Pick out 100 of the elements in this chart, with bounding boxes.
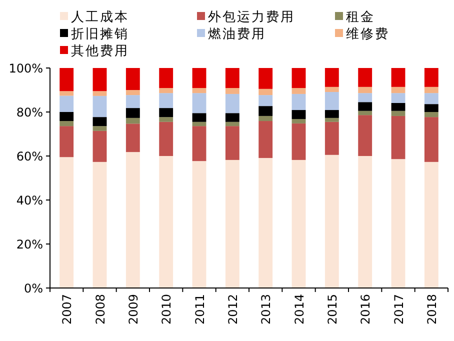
bar <box>292 119 306 124</box>
legend-label: 其他费用 <box>71 44 129 59</box>
x-tick-label: 2008 <box>93 294 108 325</box>
bar <box>192 161 206 288</box>
bar <box>258 68 273 89</box>
bar <box>92 162 107 288</box>
x-tick-label: 2010 <box>160 294 174 325</box>
bar <box>258 95 273 106</box>
bar <box>424 68 438 87</box>
bar <box>391 116 406 160</box>
bar <box>92 130 107 162</box>
bar <box>126 68 140 90</box>
bar <box>324 118 339 122</box>
bar <box>391 68 406 87</box>
bar <box>225 122 240 126</box>
y-tick-label: 0% <box>24 282 43 296</box>
bar <box>92 91 107 96</box>
bar <box>324 110 339 118</box>
bar <box>92 68 107 92</box>
bar <box>126 152 140 288</box>
bar <box>292 94 306 110</box>
bar <box>225 113 240 122</box>
x-tick-label: 2011 <box>192 294 207 325</box>
bar <box>159 68 174 88</box>
bar <box>192 88 206 94</box>
legend-label: 折旧摊销 <box>71 27 129 42</box>
bar <box>225 68 240 88</box>
bar <box>391 93 406 103</box>
bar <box>225 126 240 160</box>
bar <box>192 113 206 122</box>
y-tick-label: 40% <box>16 194 43 208</box>
bar <box>424 112 438 118</box>
bar <box>424 86 438 94</box>
bar <box>60 157 74 288</box>
bar <box>391 86 406 94</box>
bar <box>292 160 306 288</box>
legend-label: 外包运力费用 <box>208 10 295 25</box>
y-tick-label: 80% <box>16 106 43 120</box>
bar <box>159 93 174 108</box>
bar <box>192 122 206 126</box>
bar <box>159 108 174 118</box>
bar <box>358 102 372 111</box>
bar <box>60 112 74 122</box>
bar <box>258 158 273 288</box>
x-tick-label: 2013 <box>259 294 274 325</box>
bar <box>258 121 273 158</box>
x-tick-label: 2009 <box>126 294 140 325</box>
bar <box>60 91 74 96</box>
bar <box>324 122 339 155</box>
bar <box>192 68 206 88</box>
x-tick-label: 2015 <box>325 294 340 325</box>
bar <box>292 68 306 88</box>
bar <box>424 162 438 288</box>
bar <box>225 160 240 288</box>
bar <box>358 110 372 116</box>
bar <box>60 96 74 112</box>
bar <box>159 122 174 156</box>
bar <box>258 106 273 116</box>
bar <box>358 86 372 94</box>
bar <box>391 159 406 288</box>
legend-label: 租金 <box>346 10 375 25</box>
legend-label: 燃油费用 <box>208 27 266 42</box>
bar <box>358 156 372 288</box>
bar <box>324 154 339 288</box>
bar <box>292 88 306 94</box>
x-tick-label: 2014 <box>292 294 306 325</box>
legend-label: 人工成本 <box>71 10 129 25</box>
bar <box>60 68 74 92</box>
bar <box>159 117 174 122</box>
bar <box>60 126 74 158</box>
bar <box>391 102 406 111</box>
y-tick-label: 20% <box>16 238 43 252</box>
bar <box>324 86 339 92</box>
bar <box>358 68 372 87</box>
legend-label: 维修费 <box>346 27 390 42</box>
bar <box>424 93 438 104</box>
x-tick-label: 2007 <box>60 294 74 325</box>
bar <box>225 94 240 114</box>
bar <box>192 126 206 162</box>
bar <box>424 117 438 162</box>
bar <box>92 117 107 126</box>
bar <box>126 95 140 108</box>
bar <box>358 93 372 102</box>
bar <box>159 88 174 94</box>
x-tick-label: 2017 <box>392 294 406 325</box>
x-tick-label: 2012 <box>226 294 240 325</box>
bar <box>92 96 107 118</box>
bar <box>225 88 240 94</box>
bar <box>258 88 273 96</box>
bar <box>292 110 306 120</box>
y-tick-label: 100% <box>8 62 43 76</box>
bar <box>126 118 140 124</box>
bar <box>92 126 107 131</box>
bar <box>126 90 140 96</box>
bar <box>358 115 372 156</box>
x-tick-label: 2016 <box>358 294 373 325</box>
bar <box>424 104 438 112</box>
bar <box>324 68 339 87</box>
bar <box>159 156 174 288</box>
bar <box>391 110 406 116</box>
